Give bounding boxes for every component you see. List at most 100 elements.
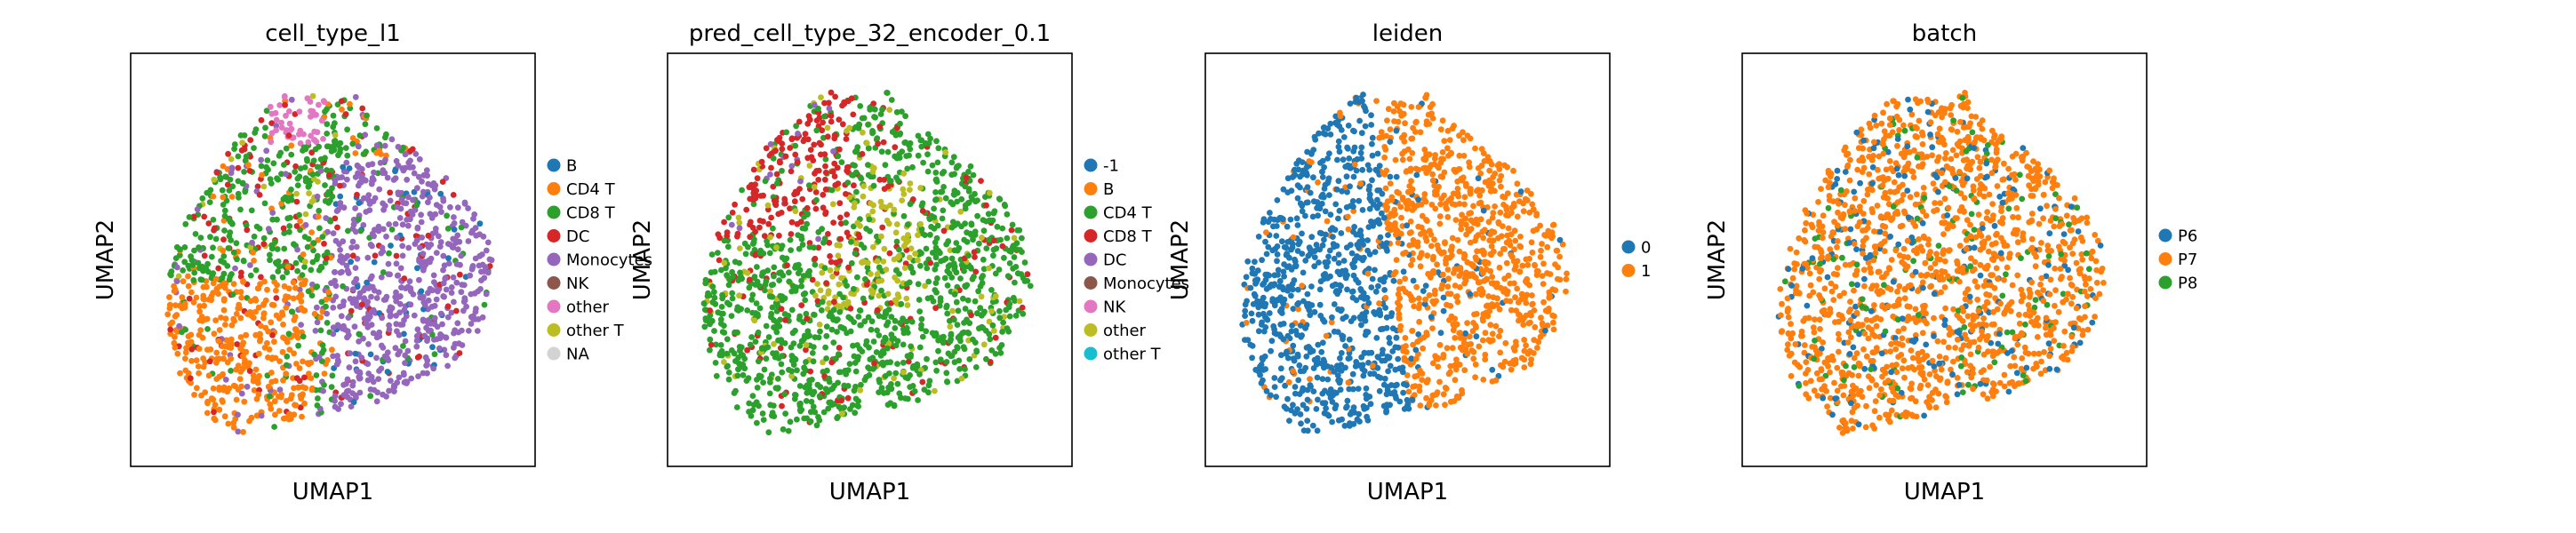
scatter-point bbox=[423, 171, 429, 179]
scatter-point bbox=[297, 165, 304, 172]
scatter-point bbox=[1350, 272, 1357, 279]
scatter-point bbox=[821, 235, 828, 242]
scatter-point bbox=[1381, 287, 1388, 293]
scatter-point bbox=[1412, 346, 1420, 354]
scatter-point bbox=[285, 132, 292, 139]
scatter-point bbox=[992, 334, 999, 341]
scatter-point bbox=[1374, 196, 1380, 203]
scatter-point bbox=[1335, 143, 1342, 150]
scatter-point bbox=[1440, 391, 1447, 398]
scatter-point bbox=[458, 252, 465, 259]
scatter-point bbox=[1406, 242, 1413, 249]
scatter-point bbox=[744, 346, 750, 354]
scatter-point bbox=[258, 116, 265, 123]
scatter-point bbox=[305, 288, 312, 295]
scatter-point bbox=[204, 346, 211, 353]
scatter-point bbox=[468, 321, 475, 327]
scatter-point bbox=[1362, 123, 1369, 130]
scatter-point bbox=[961, 264, 968, 270]
scatter-point bbox=[288, 142, 295, 149]
scatter-point bbox=[237, 314, 244, 322]
scatter-point bbox=[1336, 148, 1343, 155]
scatter-point bbox=[294, 246, 300, 253]
scatter-point bbox=[886, 107, 893, 113]
scatter-point bbox=[288, 187, 294, 193]
scatter-point bbox=[971, 274, 977, 280]
scatter-point bbox=[181, 259, 188, 266]
scatter-point bbox=[1431, 290, 1438, 298]
scatter-point bbox=[932, 177, 940, 184]
scatter-point bbox=[229, 220, 236, 227]
scatter-point bbox=[1307, 376, 1313, 383]
scatter-point bbox=[768, 310, 775, 317]
scatter-point bbox=[816, 393, 823, 400]
scatter-point bbox=[1475, 232, 1482, 238]
scatter-point bbox=[376, 310, 383, 316]
scatter-point bbox=[1310, 174, 1316, 181]
scatter-point bbox=[436, 345, 443, 352]
scatter-point bbox=[829, 168, 836, 175]
scatter-point bbox=[800, 138, 807, 145]
scatter-point bbox=[771, 273, 777, 280]
scatter-point bbox=[947, 323, 954, 330]
scatter-point bbox=[1457, 330, 1463, 337]
scatter-point bbox=[1358, 322, 1364, 329]
scatter-point bbox=[207, 187, 214, 194]
scatter-point bbox=[283, 112, 289, 119]
scatter-point bbox=[1404, 372, 1411, 378]
scatter-point bbox=[1518, 354, 1525, 362]
scatter-point bbox=[220, 218, 228, 224]
scatter-point bbox=[918, 226, 925, 233]
scatter-point bbox=[280, 377, 286, 384]
scatter-point bbox=[1410, 277, 1417, 284]
scatter-point bbox=[1535, 338, 1541, 345]
scatter-point bbox=[868, 326, 875, 333]
scatter-point bbox=[1429, 325, 1436, 331]
scatter-point bbox=[390, 385, 397, 392]
scatter-point bbox=[287, 214, 293, 221]
scatter-point bbox=[1395, 239, 1402, 246]
scatter-point bbox=[892, 325, 899, 331]
scatter-point bbox=[1316, 259, 1322, 266]
scatter-point bbox=[794, 159, 801, 166]
scatter-point bbox=[1414, 243, 1421, 250]
scatter-point bbox=[782, 316, 788, 323]
scatter-point bbox=[718, 266, 724, 274]
scatter-point bbox=[826, 375, 832, 382]
scatter-point bbox=[1512, 294, 1518, 301]
scatter-point bbox=[352, 228, 359, 235]
scatter-point bbox=[418, 288, 425, 295]
scatter-point bbox=[169, 319, 176, 326]
scatter-point bbox=[1493, 301, 1500, 308]
scatter-point bbox=[332, 177, 339, 183]
scatter-point bbox=[305, 139, 312, 146]
scatter-point bbox=[188, 253, 195, 259]
scatter-point bbox=[763, 355, 770, 362]
scatter-point bbox=[1296, 391, 1303, 397]
scatter-point bbox=[324, 228, 331, 235]
scatter-point bbox=[340, 298, 347, 305]
scatter-point bbox=[1377, 375, 1384, 381]
scatter-point bbox=[266, 393, 273, 400]
scatter-point bbox=[353, 243, 360, 251]
scatter-point bbox=[325, 143, 332, 150]
scatter-point bbox=[962, 205, 969, 212]
scatter-point bbox=[337, 246, 343, 253]
scatter-point bbox=[734, 233, 740, 240]
scatter-point bbox=[796, 118, 803, 125]
scatter-point bbox=[909, 163, 916, 171]
scatter-point bbox=[488, 257, 495, 264]
scatter-point bbox=[818, 306, 825, 314]
scatter-point bbox=[315, 213, 322, 220]
scatter-point bbox=[1274, 197, 1281, 203]
scatter-point bbox=[346, 364, 353, 370]
scatter-point bbox=[1512, 338, 1519, 346]
scatter-point bbox=[444, 241, 452, 247]
scatter-point bbox=[810, 157, 817, 164]
scatter-point bbox=[748, 296, 756, 303]
scatter-point bbox=[753, 300, 760, 306]
scatter-point bbox=[375, 223, 382, 230]
scatter-point bbox=[758, 346, 765, 352]
scatter-point bbox=[285, 330, 292, 338]
